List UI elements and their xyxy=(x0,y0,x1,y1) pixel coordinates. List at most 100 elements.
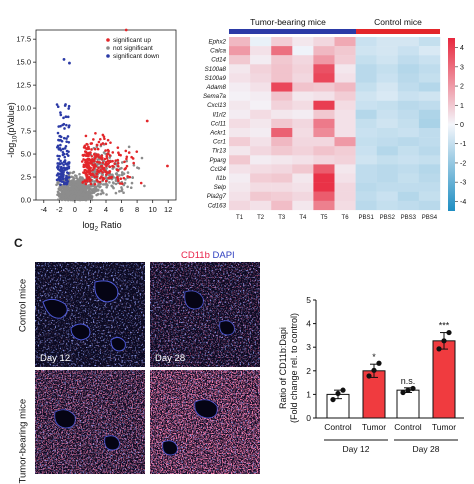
volcano-point-up xyxy=(116,176,119,179)
heatmap-cell xyxy=(397,91,420,101)
volcano-point-up xyxy=(101,161,105,164)
volcano-point-up xyxy=(108,170,112,173)
volcano-point-ns xyxy=(71,171,74,175)
volcano-point-up xyxy=(85,151,89,155)
volcano-point-up xyxy=(135,150,139,153)
cd11b-stain-label: CD11b xyxy=(181,250,210,261)
heatmap-cell xyxy=(271,182,293,192)
bar-data-point xyxy=(446,329,452,336)
heatmap-gene-label: Ccl24 xyxy=(210,166,226,173)
heatmap-cell xyxy=(229,155,251,165)
cd11b-bar-chart: Ratio of CD11b:Dapi (Fold change rel. to… xyxy=(278,295,464,454)
volcano-point-down xyxy=(63,147,67,150)
volcano-point-up xyxy=(81,180,85,184)
volcano-point-up xyxy=(103,137,106,141)
color-scale-tick-label: 1 xyxy=(460,103,464,110)
heatmap-cell xyxy=(418,146,441,156)
heatmap-cell xyxy=(418,100,441,110)
heatmap-gene-label: Ephx2 xyxy=(208,39,226,46)
heatmap-cell xyxy=(355,118,377,129)
volcano-point-down xyxy=(57,138,60,142)
volcano-point-ns xyxy=(86,192,90,196)
volcano-point-up xyxy=(117,151,120,155)
volcano-legend-marker xyxy=(106,54,110,58)
volcano-point-up xyxy=(96,168,99,172)
volcano-point-ns xyxy=(137,167,141,170)
volcano-point-ns xyxy=(71,196,75,200)
volcano-point-up xyxy=(92,138,95,141)
volcano-point-up xyxy=(101,178,105,182)
volcano-point-up xyxy=(96,153,100,157)
heatmap-cell xyxy=(271,82,293,92)
heatmap-cell xyxy=(229,137,251,147)
heatmap-cell xyxy=(271,200,293,211)
volcano-point-ns xyxy=(64,196,67,199)
volcano-point-ns xyxy=(69,191,72,195)
volcano-point-up xyxy=(100,175,103,178)
heatmap-cell xyxy=(292,191,314,201)
bar-y-tick-label: 3 xyxy=(306,342,311,352)
volcano-point-up xyxy=(116,146,120,149)
volcano-point-down xyxy=(65,162,69,166)
volcano-y-tick-label: 10.0 xyxy=(16,104,31,113)
micrograph-tumor-day28 xyxy=(150,370,260,474)
volcano-point-down xyxy=(65,171,69,174)
heatmap-cell xyxy=(250,191,272,201)
volcano-point-ns xyxy=(76,183,79,186)
heatmap-cell xyxy=(397,146,420,156)
heatmap-cell xyxy=(355,200,377,211)
heatmap-cell xyxy=(271,164,293,174)
volcano-point-down xyxy=(67,140,71,144)
bar-data-point xyxy=(366,373,372,379)
bar-category-label: Tumor xyxy=(432,422,456,432)
heatmap-cell xyxy=(229,55,251,65)
heatmap-cell xyxy=(418,173,441,183)
volcano-point-up xyxy=(98,180,102,184)
heatmap-cell xyxy=(376,146,398,156)
micrograph-tumor-day12 xyxy=(35,370,145,474)
heatmap-cell xyxy=(292,46,314,56)
volcano-point-up xyxy=(85,166,89,169)
volcano-x-tick-label: 6 xyxy=(119,205,123,214)
volcano-point-down xyxy=(66,176,69,179)
volcano-point-up xyxy=(85,147,89,151)
volcano-point-up xyxy=(125,157,128,161)
volcano-point-ns xyxy=(108,181,111,184)
bar-data-point xyxy=(376,360,382,366)
volcano-point-down xyxy=(56,154,59,158)
volcano-point-up xyxy=(115,168,119,172)
volcano-point-up xyxy=(104,179,108,183)
color-scale-tick-label: -3 xyxy=(460,180,466,187)
heatmap-cell xyxy=(313,200,335,211)
heatmap-cell xyxy=(418,55,441,65)
heatmap-cell xyxy=(334,191,356,201)
volcano-point-down xyxy=(63,127,66,130)
heatmap-cell xyxy=(313,146,335,156)
volcano-x-tick-label: 0 xyxy=(73,205,77,214)
volcano-point-up xyxy=(94,131,97,135)
volcano-point-ns xyxy=(112,186,115,190)
volcano-point-down xyxy=(55,145,59,149)
heatmap-cell xyxy=(355,137,377,147)
tumor-group-label: Tumor-bearing mice xyxy=(250,17,326,27)
heatmap-cell xyxy=(292,82,314,92)
heatmap-cell xyxy=(334,118,356,129)
heatmap-cell xyxy=(292,91,314,101)
bar-data-point xyxy=(405,387,411,393)
volcano-point-up xyxy=(90,173,93,177)
heatmap-cell xyxy=(250,64,272,74)
volcano-point-up xyxy=(111,164,114,168)
volcano-point-down xyxy=(65,137,68,140)
heatmap-cell xyxy=(229,118,251,129)
heatmap-cell xyxy=(313,73,335,83)
heatmap-cell xyxy=(292,137,314,147)
volcano-point-ns xyxy=(84,198,88,201)
volcano-point-up xyxy=(104,149,107,152)
volcano-point-up xyxy=(80,160,84,163)
volcano-point-up xyxy=(89,159,92,163)
volcano-legend-label: significant up xyxy=(113,37,151,44)
volcano-y-tick-label: 17.5 xyxy=(16,35,31,44)
heatmap-cell xyxy=(229,200,251,211)
volcano-point-down xyxy=(67,107,70,110)
volcano-point-ns xyxy=(96,192,100,196)
